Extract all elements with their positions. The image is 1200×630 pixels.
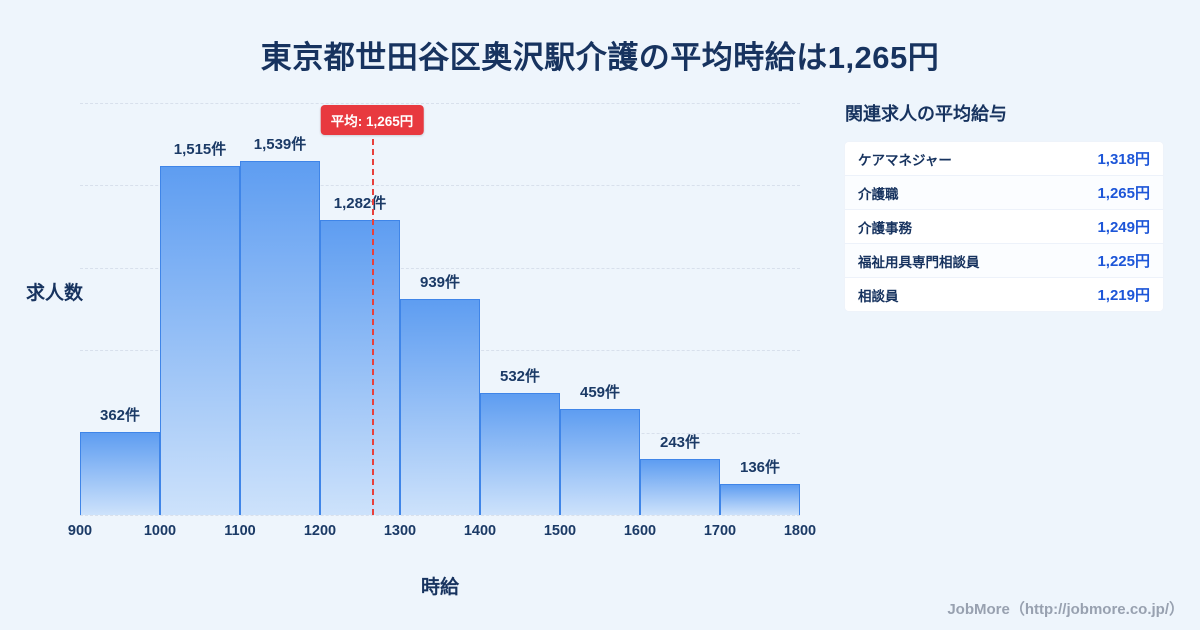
salary-row-label: 介護職 bbox=[858, 186, 899, 202]
salary-row: ケアマネジャー 1,318円 bbox=[845, 142, 1163, 176]
salary-row-value: 1,219円 bbox=[1097, 287, 1150, 304]
related-jobs-title: 関連求人の平均給与 bbox=[845, 104, 1007, 124]
bar-value-label: 532件 bbox=[499, 367, 541, 385]
salary-row-label: 介護事務 bbox=[858, 220, 912, 236]
y-axis-label: 求人数 bbox=[26, 283, 84, 304]
gridline bbox=[80, 103, 800, 104]
histogram-bar bbox=[560, 409, 640, 515]
salary-row-label: ケアマネジャー bbox=[858, 152, 952, 168]
x-axis-tick: 1700 bbox=[703, 523, 737, 539]
x-axis-tick: 900 bbox=[67, 523, 93, 539]
gridline bbox=[80, 515, 800, 516]
related-jobs-panel: 関連求人の平均給与 ケアマネジャー 1,318円介護職 1,265円介護事務 1,24… bbox=[845, 100, 1163, 311]
bar-value-label: 243件 bbox=[659, 434, 701, 452]
salary-row-value: 1,225円 bbox=[1097, 253, 1150, 270]
bar-value-label: 459件 bbox=[579, 384, 621, 402]
related-jobs-table: ケアマネジャー 1,318円介護職 1,265円介護事務 1,249円福祉用具専門相談… bbox=[845, 142, 1163, 311]
salary-row: 相談員 1,219円 bbox=[845, 278, 1163, 311]
x-axis-tick: 1000 bbox=[143, 523, 177, 539]
salary-row-value: 1,318円 bbox=[1097, 151, 1150, 168]
salary-row: 介護事務 1,249円 bbox=[845, 210, 1163, 244]
gridline bbox=[80, 267, 800, 269]
salary-row-value: 1,249円 bbox=[1097, 219, 1150, 236]
histogram-bar bbox=[80, 431, 160, 515]
x-axis-tick: 1800 bbox=[783, 523, 817, 539]
histogram-bar bbox=[640, 459, 720, 515]
histogram-bar bbox=[720, 483, 800, 515]
bar-value-label: 1,515件 bbox=[173, 141, 227, 159]
site-credit: JobMore（http://jobmore.co.jp/） bbox=[947, 601, 1184, 618]
bar-value-label: 1,282件 bbox=[333, 194, 387, 212]
bar-value-label: 939件 bbox=[419, 273, 461, 291]
x-axis-tick: 1300 bbox=[383, 523, 417, 539]
salary-row-value: 1,265円 bbox=[1097, 185, 1150, 202]
x-axis-tick: 1100 bbox=[224, 523, 256, 539]
bar-value-label: 1,539件 bbox=[253, 135, 307, 153]
x-axis-tick: 1400 bbox=[463, 523, 497, 539]
histogram-bar bbox=[480, 392, 560, 515]
bar-value-label: 136件 bbox=[739, 458, 781, 476]
mean-value-badge: 平均: 1,265円 bbox=[320, 105, 424, 135]
histogram-bar bbox=[240, 160, 320, 515]
x-axis-label: 時給 bbox=[420, 577, 459, 598]
x-axis-tick: 1600 bbox=[623, 523, 657, 539]
salary-row: 介護職 1,265円 bbox=[845, 176, 1163, 210]
histogram-bar bbox=[160, 166, 240, 515]
salary-row-label: 福祉用具専門相談員 bbox=[858, 254, 980, 270]
x-axis-tick: 1200 bbox=[303, 523, 337, 539]
histogram-bar bbox=[400, 298, 480, 515]
gridline bbox=[80, 185, 800, 187]
histogram-bar bbox=[320, 219, 400, 515]
x-axis-tick: 1500 bbox=[543, 523, 577, 539]
bar-value-label: 362件 bbox=[99, 406, 141, 424]
salary-row: 福祉用具専門相談員 1,225円 bbox=[845, 244, 1163, 278]
mean-reference-line bbox=[372, 109, 374, 515]
salary-row-label: 相談員 bbox=[858, 288, 899, 304]
page-title: 東京都世田谷区奥沢駅介護の平均時給は1,265円 bbox=[260, 40, 940, 75]
histogram-chart: 平均: 1,265円 362件 1,515件 1,539件 1,282件 939件 532… bbox=[68, 103, 816, 539]
